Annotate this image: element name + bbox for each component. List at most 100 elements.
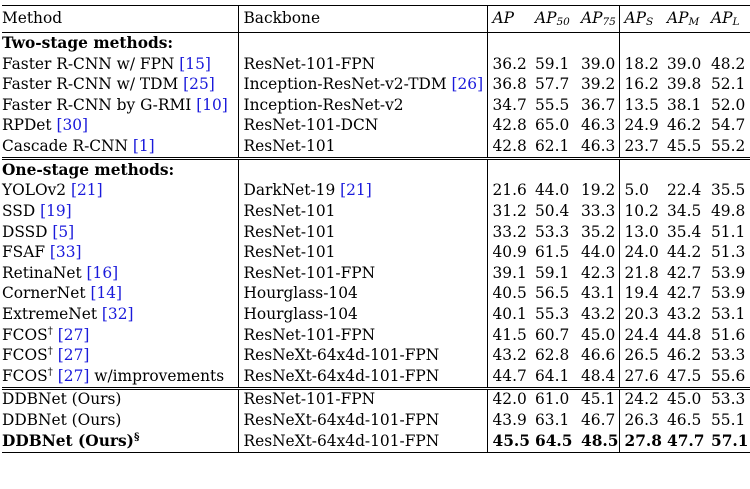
apm-value: 44.8 bbox=[667, 325, 702, 344]
method-name: Faster R-CNN w/ TDM bbox=[2, 75, 184, 94]
apm-value: 43.2 bbox=[667, 305, 702, 324]
backbone-name: Hourglass-104 bbox=[243, 305, 358, 324]
ap75-value: 19.2 bbox=[581, 181, 616, 200]
aps-value: 10.2 bbox=[618, 201, 662, 223]
table-row: DDBNet (Ours)§ ResNeXt-64x4d-101-FPN 45.5 6… bbox=[2, 430, 750, 453]
method-footnote-mark: † bbox=[47, 345, 53, 358]
citation-link[interactable]: [1] bbox=[132, 136, 155, 155]
method-cell: Cascade R-CNN [1] bbox=[2, 136, 238, 158]
citation-link[interactable]: [26] bbox=[451, 75, 484, 94]
header-ap50: AP50 bbox=[530, 5, 576, 33]
citation-link[interactable]: [21] bbox=[340, 181, 372, 200]
ap-value: 42.0 bbox=[486, 386, 530, 411]
backbone-name: ResNeXt-64x4d-101-FPN bbox=[243, 346, 440, 365]
ap50-value: 61.0 bbox=[530, 386, 576, 411]
citation-link[interactable]: [30] bbox=[56, 116, 89, 135]
ap-value: 40.5 bbox=[486, 283, 530, 305]
backbone-name: ResNet-101-FPN bbox=[243, 54, 376, 73]
ap-value: 36.8 bbox=[486, 74, 530, 96]
method-name: Cascade R-CNN bbox=[2, 136, 133, 155]
table-row: DDBNet (Ours) ResNet-101-FPN 42.0 61.0 45.1 2… bbox=[2, 386, 750, 411]
citation-link[interactable]: [27] bbox=[57, 325, 90, 344]
table-row: FSAF [33] ResNet-101 40.9 61.5 44.0 24.0 44.2 5… bbox=[2, 242, 750, 264]
ap50-value: 65.0 bbox=[535, 116, 570, 135]
table-row: RetinaNet [16] ResNet-101-FPN 39.1 59.1 42.3… bbox=[2, 263, 750, 284]
method-footnote-mark: † bbox=[47, 365, 53, 378]
ap50-value: 55.5 bbox=[535, 95, 570, 114]
ap75-value: 42.3 bbox=[581, 263, 616, 282]
method-name: DDBNet (Ours) bbox=[2, 390, 122, 409]
apl-value: 51.6 bbox=[711, 325, 746, 344]
citation-link[interactable]: [25] bbox=[183, 75, 215, 94]
header-apl-sub: L bbox=[732, 16, 740, 29]
aps-value: 5.0 bbox=[618, 180, 662, 202]
ap-value: 43.2 bbox=[486, 345, 530, 367]
ours-group: DDBNet (Ours) ResNet-101-FPN 42.0 61.0 45.1 2… bbox=[2, 386, 750, 453]
apl-value: 55.6 bbox=[711, 366, 746, 385]
method-name: Faster R-CNN by G-RMI bbox=[2, 95, 197, 114]
citation-link[interactable]: [33] bbox=[49, 243, 82, 262]
ap50-value: 61.5 bbox=[535, 243, 570, 262]
citation-link[interactable]: [27] bbox=[57, 366, 90, 385]
method-footnote-mark: § bbox=[133, 430, 140, 443]
backbone-cell: ResNet-101-FPN bbox=[237, 263, 487, 284]
apl-value: 54.7 bbox=[711, 116, 746, 135]
backbone-cell: ResNeXt-64x4d-101-FPN bbox=[237, 345, 487, 367]
ap75-value: 43.1 bbox=[581, 284, 616, 303]
aps-value: 13.5 bbox=[618, 95, 662, 116]
apl-value: 51.3 bbox=[711, 243, 746, 262]
ap50-value: 63.1 bbox=[535, 411, 570, 429]
aps-value: 16.2 bbox=[618, 74, 662, 96]
citation-link[interactable]: [32] bbox=[101, 305, 134, 324]
ap75-value: 39.2 bbox=[581, 75, 616, 94]
ap-value: 31.2 bbox=[486, 201, 530, 223]
ap50-value: 64.5 bbox=[530, 431, 576, 453]
aps-value: 24.0 bbox=[618, 242, 662, 264]
ap-value: 40.1 bbox=[486, 304, 530, 326]
backbone-name: ResNet-101 bbox=[243, 136, 336, 155]
apm-value: 35.4 bbox=[667, 222, 702, 241]
header-backbone: Backbone bbox=[237, 5, 487, 33]
method-name: FCOS bbox=[2, 346, 48, 365]
apl-value: 57.1 bbox=[706, 431, 750, 453]
apm-value: 39.0 bbox=[667, 54, 702, 73]
apm-value: 46.5 bbox=[667, 411, 702, 429]
apl-value: 52.0 bbox=[711, 95, 746, 114]
apl-value: 53.9 bbox=[711, 263, 746, 282]
citation-link[interactable]: [14] bbox=[90, 284, 123, 303]
citation-link[interactable]: [15] bbox=[179, 54, 211, 73]
header-ap75-base: AP bbox=[581, 9, 603, 28]
aps-value: 20.3 bbox=[618, 304, 662, 326]
citation-link[interactable]: [5] bbox=[52, 222, 75, 241]
backbone-name: ResNet-101-FPN bbox=[243, 325, 376, 344]
backbone-name: ResNet-101 bbox=[243, 243, 336, 262]
aps-value: 19.4 bbox=[618, 283, 662, 305]
citation-link[interactable]: [19] bbox=[40, 202, 72, 221]
backbone-cell: Hourglass-104 bbox=[237, 283, 487, 305]
method-name: CornerNet bbox=[2, 284, 91, 303]
aps-value: 18.2 bbox=[618, 54, 662, 75]
ap-value: 34.7 bbox=[486, 95, 530, 116]
table-row: DDBNet (Ours) ResNeXt-64x4d-101-FPN 43.9 63… bbox=[2, 410, 750, 432]
aps-value: 23.7 bbox=[618, 136, 662, 159]
header-apm-base: AP bbox=[667, 9, 689, 28]
citation-link[interactable]: [27] bbox=[57, 346, 90, 365]
citation-link[interactable]: [16] bbox=[86, 263, 119, 282]
header-row: Method Backbone AP AP50 AP75 APS APM APL bbox=[2, 5, 750, 33]
backbone-cell: ResNet-101 bbox=[237, 136, 487, 159]
method-cell: ExtremeNet [32] bbox=[2, 305, 238, 326]
apl-value: 53.9 bbox=[711, 284, 746, 303]
method-cell: DSSD [5] bbox=[2, 222, 238, 243]
ap75-value: 46.3 bbox=[581, 136, 616, 155]
backbone-name: ResNeXt-64x4d-101-FPN bbox=[243, 366, 440, 385]
apl-value: 52.1 bbox=[711, 75, 746, 94]
apl-value: 49.8 bbox=[711, 202, 746, 221]
header-ap50-sub: 50 bbox=[556, 16, 570, 29]
backbone-name: ResNeXt-64x4d-101-FPN bbox=[243, 431, 440, 450]
citation-link[interactable]: [10] bbox=[196, 95, 228, 114]
method-cell: FCOS† [27] bbox=[2, 325, 238, 346]
table-row: SSD [19] ResNet-101 31.2 50.4 33.3 10.2 34.5 49… bbox=[2, 201, 750, 223]
apm-value: 42.7 bbox=[667, 263, 702, 282]
backbone-cell: ResNet-101-FPN bbox=[237, 325, 487, 346]
citation-link[interactable]: [21] bbox=[71, 181, 103, 200]
